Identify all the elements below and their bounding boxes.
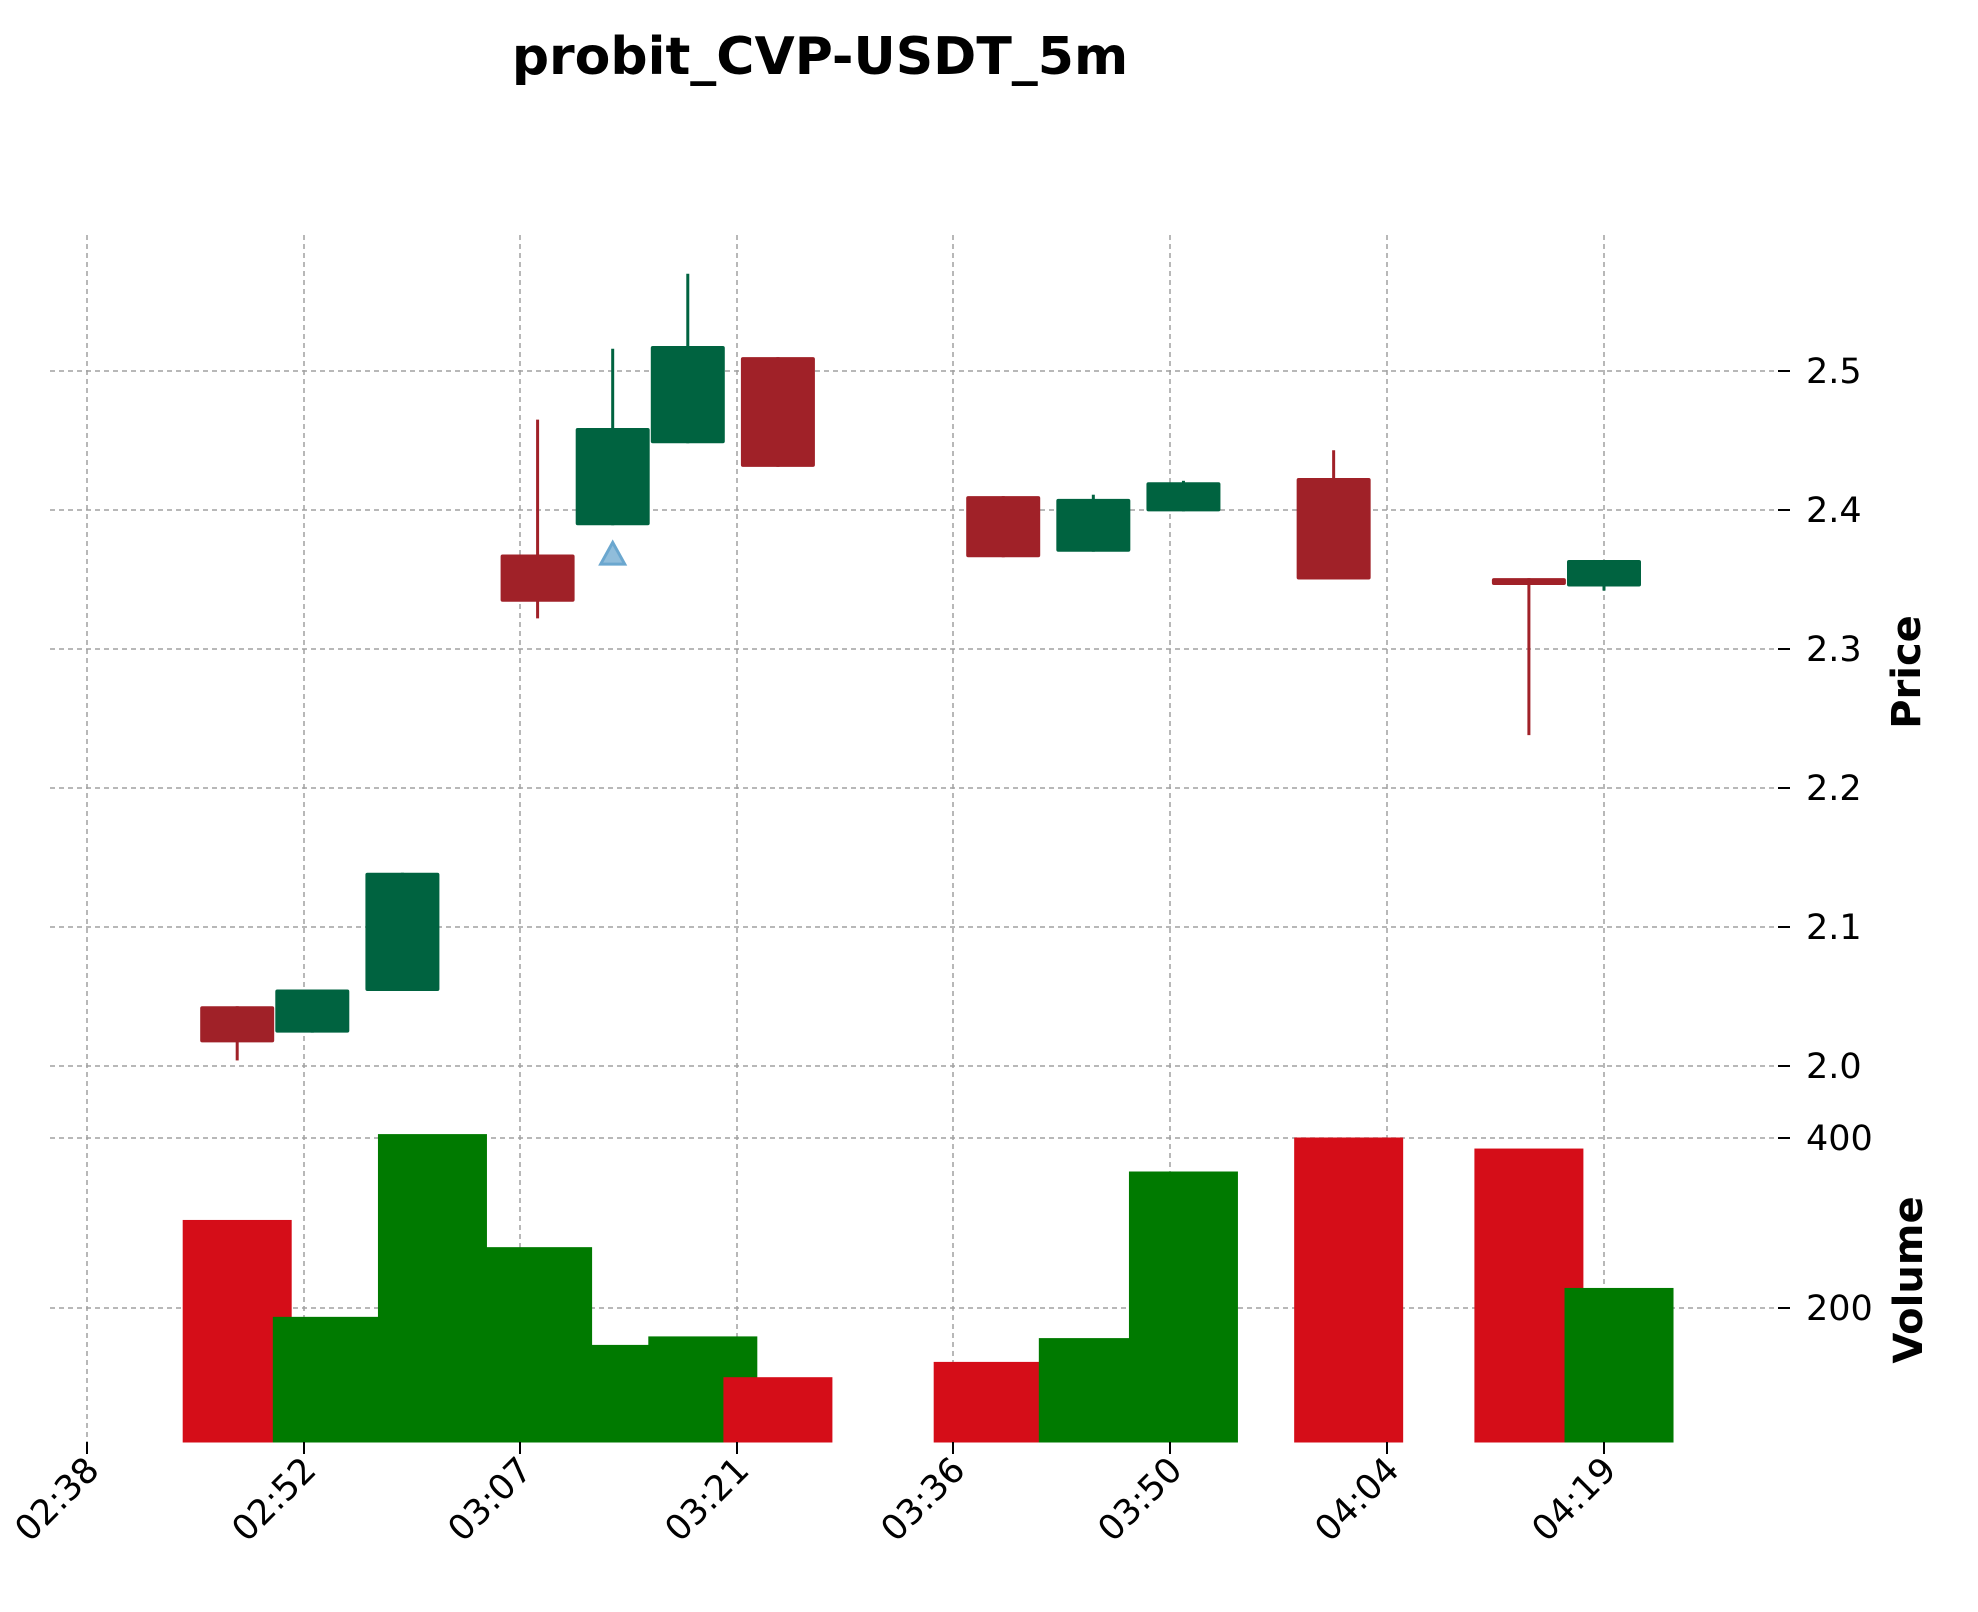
candle: [1056, 494, 1131, 552]
candle: [650, 273, 725, 444]
candle-body: [575, 427, 650, 526]
candle: [575, 348, 650, 526]
candle-body: [1056, 498, 1131, 552]
candle: [966, 496, 1041, 558]
price-tick-label: 2.0: [1806, 1047, 1862, 1087]
price-tick-label: 2.5: [1806, 352, 1862, 392]
time-tick-label: 03:50: [1091, 1450, 1191, 1550]
volume-bar: [377, 1134, 487, 1443]
grid-layer: [50, 235, 1780, 1442]
time-tick-label: 03:36: [874, 1450, 974, 1550]
price-axis-label: Price: [1884, 615, 1930, 729]
candle: [1146, 480, 1221, 512]
candle-body: [1146, 482, 1221, 512]
candle: [1296, 450, 1371, 580]
volume-bar: [723, 1377, 833, 1443]
markers: [598, 539, 628, 566]
time-tick-label: 03:21: [658, 1450, 758, 1550]
time-tick-label: 02:38: [8, 1450, 108, 1550]
volume-bar: [1294, 1137, 1404, 1443]
candle: [365, 872, 440, 991]
candle: [1491, 578, 1566, 736]
candle-body: [1296, 478, 1371, 580]
candle-body: [1567, 560, 1641, 587]
time-tick-label: 04:04: [1308, 1450, 1408, 1550]
chart-title: probit_CVP-USDT_5m: [512, 27, 1128, 87]
candle-body: [500, 554, 575, 602]
volume-bar: [933, 1361, 1043, 1443]
time-tick-label: 02:52: [225, 1450, 325, 1550]
volume-bars: [182, 1134, 1674, 1443]
candle-body: [650, 345, 725, 444]
volume-tick-label: 200: [1806, 1289, 1873, 1329]
candle: [500, 419, 575, 619]
price-tick-label: 2.4: [1806, 491, 1862, 531]
volume-axis-label: Volume: [1886, 1196, 1932, 1363]
candle-body: [365, 872, 440, 991]
price-tick-label: 2.1: [1806, 908, 1862, 948]
candle-body: [966, 496, 1041, 558]
price-tick-label: 2.2: [1806, 769, 1862, 809]
candle-body: [740, 357, 815, 467]
volume-bar: [1128, 1171, 1238, 1443]
time-tick-label: 04:19: [1525, 1450, 1625, 1550]
triangle-up-marker: [598, 539, 628, 566]
volume-bar: [1564, 1287, 1674, 1443]
candle: [275, 989, 350, 1033]
candle: [200, 1006, 275, 1061]
candle-body: [200, 1006, 275, 1043]
candle-body: [275, 989, 350, 1033]
candle-body: [1491, 578, 1566, 586]
price-tick-label: 2.3: [1806, 630, 1862, 670]
candle: [740, 357, 815, 467]
volume-bar: [272, 1316, 382, 1443]
candles: [200, 273, 1641, 1061]
time-tick-label: 03:07: [441, 1450, 541, 1550]
volume-tick-label: 400: [1806, 1119, 1873, 1159]
candle: [1567, 560, 1641, 591]
